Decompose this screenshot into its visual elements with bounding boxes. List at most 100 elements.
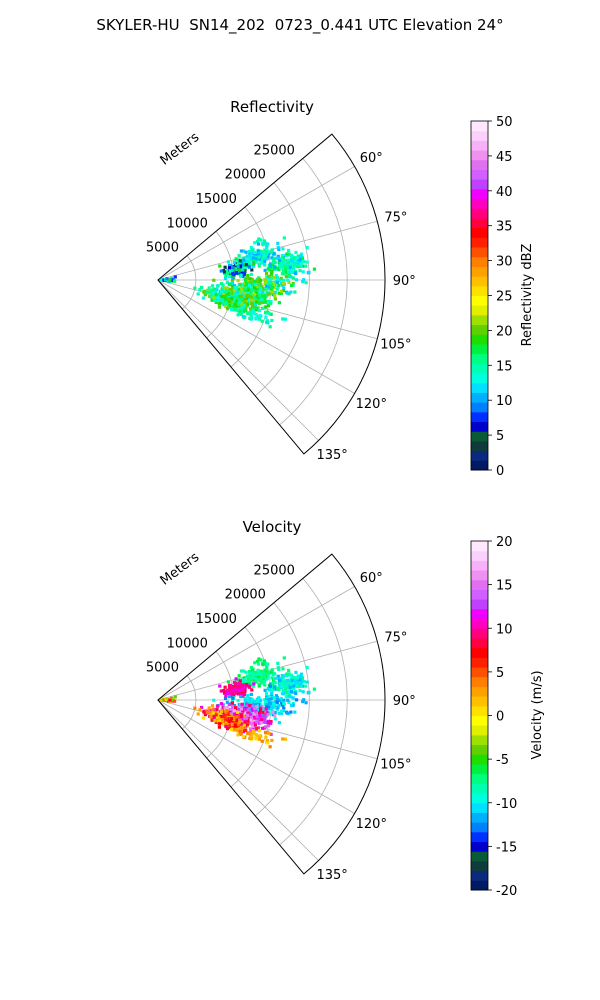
echo-gate	[245, 302, 250, 306]
echo-gate	[249, 715, 253, 719]
echo-gate	[249, 665, 253, 670]
echo-gate	[250, 304, 254, 309]
echo-gate	[271, 700, 275, 705]
echo-gate	[232, 712, 236, 717]
echo-gate	[257, 657, 261, 661]
echo-gate	[203, 293, 208, 297]
colorbar-tick-label: -10	[496, 797, 517, 812]
echo-gate	[207, 286, 211, 290]
colorbar-step	[471, 411, 488, 423]
colorbar-step	[471, 773, 488, 784]
echo-gate	[269, 312, 273, 316]
echo-gate	[224, 304, 228, 309]
echo-gate	[253, 670, 257, 675]
echo-gate	[291, 703, 295, 707]
echo-gate	[284, 683, 288, 687]
echo-gate	[284, 271, 289, 275]
colorbar-step	[471, 589, 488, 600]
azimuth-spoke	[157, 699, 378, 760]
echo-gate	[261, 710, 265, 715]
echo-gate	[305, 666, 309, 670]
echo-gate	[287, 263, 291, 267]
echo-gate	[228, 707, 233, 711]
echo-gate	[267, 712, 271, 716]
range-tick-labels: 5000 10000 15000 20000 25000	[146, 563, 295, 675]
echo-gate	[248, 252, 252, 256]
echo-gate	[297, 682, 301, 686]
echo-gate	[231, 705, 235, 709]
echo-gate	[266, 670, 270, 674]
echo-gate	[250, 735, 254, 739]
echo-gate	[267, 311, 271, 315]
echo-gate	[215, 288, 219, 292]
echo-gate	[228, 305, 232, 309]
echo-gate	[276, 246, 280, 250]
echo-gate	[242, 678, 246, 682]
echo-gate	[230, 699, 235, 703]
sector-frame	[157, 553, 386, 875]
echo-gate	[230, 722, 234, 727]
echo-gate	[272, 702, 276, 706]
echo-gate	[254, 710, 258, 715]
echo-gate	[268, 262, 273, 266]
colorbar-tick-label: 15	[496, 579, 513, 594]
colorbar-step	[471, 363, 488, 374]
colorbar-step	[471, 392, 488, 403]
echo-gate	[247, 685, 251, 689]
echo-gate	[260, 718, 265, 722]
colorbar-step	[471, 285, 488, 296]
echo-gate	[224, 724, 228, 729]
echo-gate	[270, 318, 274, 323]
echo-gate	[256, 662, 261, 666]
echo-gate	[293, 271, 298, 275]
echo-gate	[273, 717, 277, 721]
echo-gate	[253, 298, 257, 302]
colorbar-step	[471, 599, 488, 610]
echo-gate	[248, 284, 252, 288]
echo-gate	[244, 308, 248, 312]
colorbar-step	[471, 608, 488, 620]
echo-gate	[212, 278, 216, 282]
echo-gate	[252, 294, 256, 298]
colorbar-step	[471, 579, 488, 590]
echo-gate	[258, 259, 262, 263]
echo-gate	[224, 693, 228, 698]
colorbar-step	[471, 188, 488, 200]
echo-gate	[262, 674, 267, 678]
echo-gate	[219, 290, 224, 294]
echo-gate	[255, 279, 259, 283]
echo-gate	[232, 693, 236, 697]
echo-gate	[279, 711, 284, 715]
colorbar-step	[471, 705, 488, 716]
echo-gate	[251, 729, 255, 733]
echo-gate	[173, 275, 177, 279]
echo-gate	[269, 692, 274, 696]
echo-gate	[289, 275, 293, 279]
echo-gate	[240, 688, 244, 692]
echo-gate	[241, 263, 245, 267]
echo-gate	[198, 708, 202, 712]
echo-gate	[293, 710, 297, 714]
echo-gate	[220, 287, 224, 291]
echo-gate	[291, 262, 295, 266]
echo-gate	[289, 253, 293, 257]
echo-gate	[271, 280, 275, 285]
echo-gate	[272, 687, 276, 691]
echo-gate	[243, 265, 247, 270]
echo-gate	[238, 306, 242, 311]
echo-gate	[275, 676, 279, 680]
echo-gate	[250, 268, 254, 272]
echo-gate	[217, 305, 222, 309]
echo-gate	[255, 239, 260, 244]
echo-gate	[267, 277, 271, 282]
colorbar-step	[471, 324, 488, 335]
echo-gate	[239, 311, 243, 315]
echo-gate	[233, 723, 237, 727]
echo-gate	[234, 263, 239, 267]
echo-gate	[255, 306, 259, 311]
echo-gate	[241, 298, 245, 302]
echo-gate	[225, 691, 229, 695]
echo-gate	[215, 284, 220, 288]
echo-gate	[233, 301, 237, 305]
echo-gate	[266, 267, 270, 271]
